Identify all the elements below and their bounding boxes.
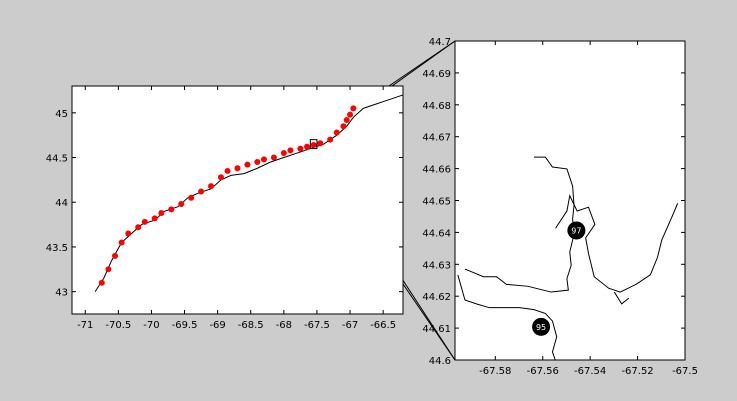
- overview-highlight-point: [224, 167, 231, 174]
- overview-ytick-label: 45: [55, 109, 68, 120]
- station-marker: 95: [532, 317, 551, 336]
- zoom-xtick-label: -67.56: [527, 366, 559, 377]
- zoom-ytick-label: 44.61: [422, 324, 451, 335]
- overview-highlight-point: [151, 215, 158, 222]
- zoom-ytick-label: 44.63: [422, 260, 451, 271]
- zoom-xtick-label: -67.58: [479, 366, 511, 377]
- overview-xtick-label: -67: [342, 320, 358, 331]
- overview-xtick-label: -67.5: [304, 320, 330, 331]
- overview-highlight-point: [304, 143, 311, 150]
- zoom-ytick-label: 44.69: [422, 69, 451, 80]
- overview-highlight-point: [188, 194, 195, 201]
- overview-inset-rectangle: [309, 139, 318, 150]
- overview-highlight-point: [158, 209, 165, 216]
- overview-highlight-point: [280, 150, 287, 157]
- overview-highlight-point: [254, 159, 261, 165]
- overview-ytick-label: 43.5: [46, 243, 68, 254]
- overview-map-panel: -71 -70.5 -70 -69.5 -69 -68.5 -68 -67.5 -67 -66.5…: [46, 85, 404, 331]
- overview-highlight-point: [217, 174, 224, 181]
- zoom-ytick-label: 44.67: [422, 133, 451, 144]
- overview-highlight-point: [198, 188, 205, 195]
- zoom-ytick-label: 44.68: [422, 101, 451, 112]
- overview-highlight-point: [98, 279, 105, 286]
- overview-highlight-point: [112, 252, 119, 259]
- overview-highlight-point: [244, 161, 251, 168]
- overview-xtick-label: -68.5: [238, 320, 264, 331]
- zoom-plot-area: [454, 40, 686, 361]
- zoom-ytick-label: 44.66: [422, 165, 451, 176]
- overview-highlight-point: [333, 129, 340, 136]
- overview-ytick-label: 44: [55, 198, 68, 209]
- overview-highlight-point: [168, 206, 175, 213]
- zoom-station-markers: 97 95: [532, 221, 586, 336]
- overview-highlight-point: [125, 230, 132, 237]
- station-marker-label: 95: [536, 323, 546, 332]
- overview-highlight-point: [343, 116, 350, 123]
- zoom-ytick-label: 44.65: [422, 197, 451, 208]
- overview-xtick-label: -69.5: [172, 320, 198, 331]
- zoom-coastline-line: [613, 291, 630, 305]
- overview-highlight-point: [310, 142, 317, 149]
- zoom-coastline: [457, 156, 679, 361]
- zoom-coastline-line: [555, 194, 679, 293]
- overview-highlight-point: [234, 165, 241, 172]
- zoom-xtick-label: -67.52: [621, 366, 653, 377]
- station-marker-dot: [532, 317, 551, 336]
- overview-xtick-label: -69: [209, 320, 225, 331]
- zoom-coastline-line: [457, 274, 558, 361]
- overview-highlight-point: [178, 201, 185, 208]
- zoom-ytick-label: 44.62: [422, 292, 451, 303]
- overview-highlight-point: [270, 154, 277, 161]
- overview-highlight-point: [135, 224, 142, 231]
- zoom-coastline-line: [464, 156, 575, 293]
- overview-highlight-point: [347, 111, 354, 118]
- station-marker-dot: [567, 221, 586, 240]
- zoom-ytick-label: 44.6: [429, 356, 451, 367]
- zoom-xtick-label: -67.54: [574, 366, 606, 377]
- overview-axis-ticks: -71 -70.5 -70 -69.5 -69 -68.5 -68 -67.5 -67 -66.5…: [46, 86, 403, 331]
- overview-highlight-point: [297, 145, 304, 152]
- overview-highlight-point: [260, 156, 267, 163]
- overview-highlight-point: [118, 239, 125, 246]
- zoom-ytick-label: 44.64: [422, 228, 451, 239]
- overview-xtick-label: -66.5: [370, 320, 396, 331]
- overview-highlight-point: [350, 105, 357, 112]
- overview-ytick-label: 44.5: [46, 154, 68, 165]
- overview-highlight-point: [327, 136, 334, 143]
- overview-xtick-label: -70.5: [105, 320, 131, 331]
- overview-xtick-label: -70: [143, 320, 159, 331]
- overview-ytick-label: 43: [55, 288, 68, 299]
- overview-xtick-label: -68: [276, 320, 292, 331]
- overview-highlight-point: [105, 266, 112, 273]
- station-marker-label: 97: [571, 226, 581, 235]
- overview-plot-area: [71, 85, 404, 315]
- overview-inset-box: [309, 139, 318, 150]
- overview-highlight-point: [141, 218, 148, 225]
- overview-highlight-point: [208, 183, 215, 190]
- overview-highlight-point: [340, 123, 347, 130]
- station-marker: 97: [567, 221, 586, 240]
- overview-highlight-points: [98, 105, 357, 286]
- zoom-ytick-label: 44.7: [429, 37, 451, 48]
- zoom-xtick-label: -67.5: [672, 366, 698, 377]
- overview-xtick-label: -71: [77, 320, 93, 331]
- zoom-map-panel: -67.58 -67.56 -67.54 -67.52 -67.5 44.6 44.61 44…: [422, 37, 698, 377]
- zoom-axis-ticks: -67.58 -67.56 -67.54 -67.52 -67.5 44.6 44.61 44…: [422, 37, 698, 377]
- overview-highlight-point: [317, 140, 324, 147]
- overview-highlight-point: [287, 147, 294, 154]
